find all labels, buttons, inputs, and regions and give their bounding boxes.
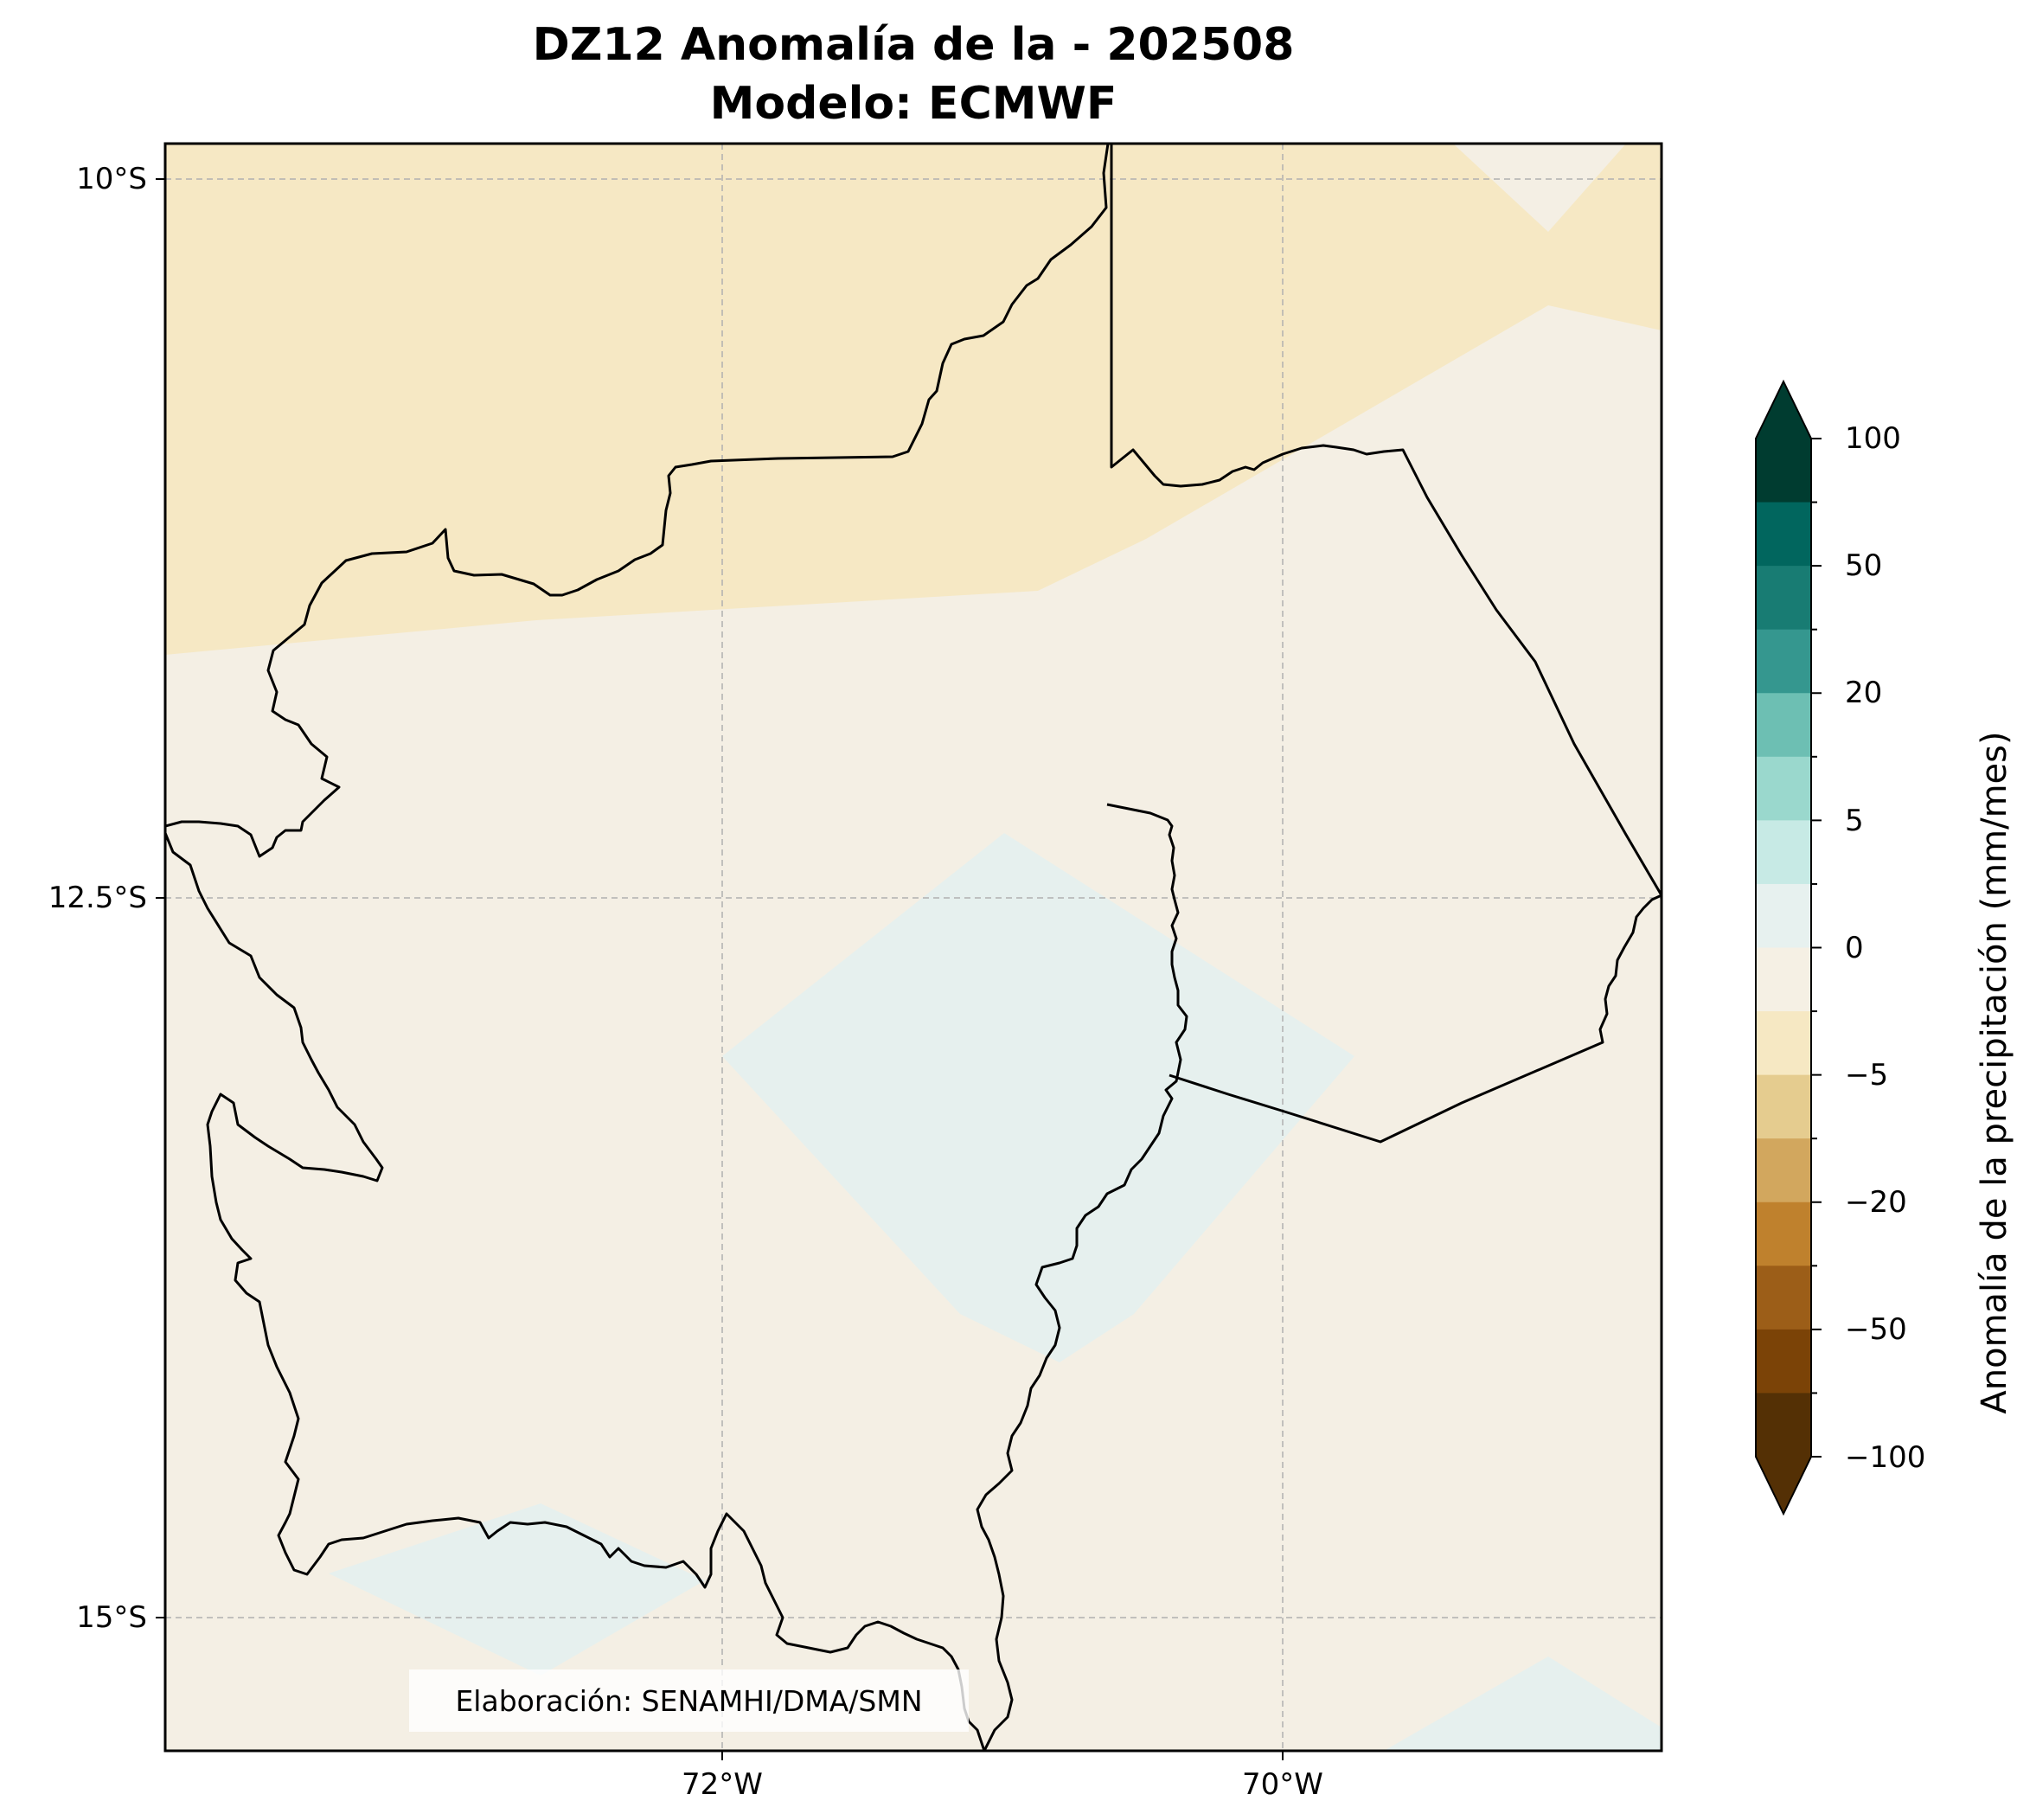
colorbar-band <box>1756 629 1811 694</box>
map-gridlines <box>165 144 1662 1751</box>
lon-tick-label-70w: 70°W <box>1242 1767 1323 1802</box>
anomaly-field-dry-north <box>165 144 1662 655</box>
colorbar-title: Anomalía de la precipitación (mm/mes) <box>1975 731 2014 1414</box>
boundary-central-river <box>976 803 1188 1751</box>
colorbar-extend-bottom <box>1756 1457 1811 1514</box>
anomaly-field-notch-northeast <box>1453 144 1626 232</box>
boundary-east-border <box>1169 894 1662 1144</box>
lon-tick-label-72w: 72°W <box>682 1767 763 1802</box>
colorbar-band <box>1756 1074 1811 1139</box>
colorbar-band <box>1756 1138 1811 1203</box>
boundary-northeast <box>1110 144 1662 896</box>
boundary-west-south <box>165 832 986 1751</box>
colorbar-extend-top <box>1756 381 1811 439</box>
colorbar-band <box>1756 883 1811 948</box>
lat-tick-label-10s: 10°S <box>76 162 147 196</box>
colorbar-band <box>1756 502 1811 567</box>
colorbar-label-5: 5 <box>1845 804 1864 838</box>
colorbar-band <box>1756 439 1811 503</box>
map-title-line-2: Modelo: ECMWF <box>709 78 1117 130</box>
colorbar-label-100: 100 <box>1845 421 1901 456</box>
colorbar-band <box>1756 1266 1811 1330</box>
map-frame <box>163 142 1663 1753</box>
colorbar-label-neg100: −100 <box>1845 1440 1926 1475</box>
colorbar <box>1755 379 1822 1516</box>
colorbar-band <box>1756 947 1811 1012</box>
colorbar-label-20: 20 <box>1845 676 1883 710</box>
colorbar-band <box>1756 820 1811 885</box>
colorbar-label-neg5: −5 <box>1845 1058 1889 1093</box>
colorbar-band <box>1756 756 1811 821</box>
colorbar-band <box>1756 1202 1811 1266</box>
colorbar-band <box>1756 1329 1811 1394</box>
colorbar-label-neg20: −20 <box>1845 1185 1907 1220</box>
map-title-line-1: DZ12 Anomalía de la - 202508 <box>532 19 1295 71</box>
region-boundaries <box>165 144 1662 1751</box>
colorbar-band <box>1756 1393 1811 1458</box>
credit-label: Elaboración: SENAMHI/DMA/SMN <box>409 1669 969 1732</box>
anomaly-fields <box>165 144 1662 1751</box>
colorbar-label-neg50: −50 <box>1845 1312 1907 1347</box>
lat-tick-label-12-5s: 12.5°S <box>48 881 147 915</box>
anomaly-field-wet-southwest <box>329 1503 705 1676</box>
colorbar-band <box>1756 566 1811 631</box>
boundary-northwest <box>165 144 1110 858</box>
anomaly-field-wet-central <box>722 833 1354 1362</box>
anomaly-field-wet-southeast <box>1384 1657 1662 1751</box>
colorbar-label-50: 50 <box>1845 548 1883 583</box>
lat-tick-label-15s: 15°S <box>76 1600 147 1635</box>
colorbar-band <box>1756 693 1811 758</box>
map-axis-ticks <box>156 178 1284 1760</box>
colorbar-band <box>1756 1011 1811 1076</box>
colorbar-label-0: 0 <box>1845 931 1864 965</box>
